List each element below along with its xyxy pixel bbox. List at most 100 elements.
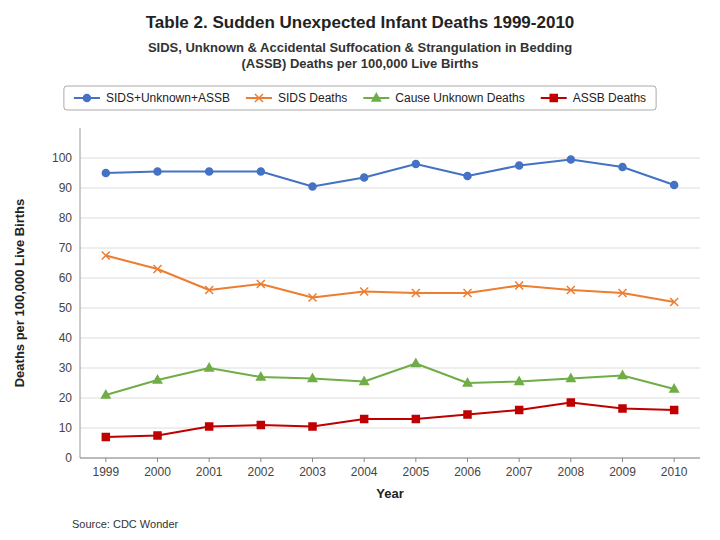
- x-tick-label: 2009: [609, 465, 636, 479]
- point: [308, 374, 316, 382]
- point: [464, 173, 471, 180]
- point: [309, 423, 316, 430]
- y-tick-label: 90: [59, 181, 73, 195]
- point: [567, 286, 575, 294]
- point: [670, 385, 678, 393]
- x-axis-line: [80, 458, 700, 459]
- point: [670, 298, 678, 306]
- y-tick-label: 0: [65, 451, 72, 465]
- x-tick-label: 2004: [351, 465, 378, 479]
- x-tick: [260, 458, 261, 462]
- legend-marker: [550, 95, 557, 102]
- series: [102, 359, 679, 398]
- point: [412, 416, 419, 423]
- x-tick: [467, 458, 468, 462]
- point: [619, 405, 626, 412]
- series-line: [106, 403, 674, 438]
- y-tick-label: 100: [52, 151, 72, 165]
- x-tick: [364, 458, 365, 462]
- chart: Table 2. Sudden Unexpected Infant Deaths…: [0, 0, 720, 540]
- point: [360, 288, 368, 296]
- x-tick-label: 2008: [557, 465, 584, 479]
- grid-line: [80, 248, 700, 249]
- series-line: [106, 256, 674, 303]
- legend-marker: [83, 95, 90, 102]
- legend-frame: [64, 86, 656, 110]
- title: Table 2. Sudden Unexpected Infant Deaths…: [146, 13, 575, 32]
- point: [206, 168, 213, 175]
- grid-line: [80, 158, 700, 159]
- point: [412, 161, 419, 168]
- point: [205, 286, 213, 294]
- point: [412, 289, 420, 297]
- point: [102, 434, 109, 441]
- grid-line: [80, 338, 700, 339]
- x-tick-label: 1999: [92, 465, 119, 479]
- point: [360, 377, 368, 385]
- point: [154, 168, 161, 175]
- point: [361, 174, 368, 181]
- y-tick-label: 50: [59, 301, 73, 315]
- y-tick-label: 60: [59, 271, 73, 285]
- point: [619, 164, 626, 171]
- series: [102, 252, 678, 307]
- grid-line: [80, 218, 700, 219]
- x-tick: [209, 458, 210, 462]
- grid-line: [80, 278, 700, 279]
- point: [257, 280, 265, 288]
- point: [671, 182, 678, 189]
- legend-label: SIDS+Unknown+ASSB: [106, 91, 230, 105]
- x-tick: [519, 458, 520, 462]
- grid-line: [80, 368, 700, 369]
- x-tick-label: 2005: [402, 465, 429, 479]
- grid-line: [80, 428, 700, 429]
- x-tick-label: 2002: [247, 465, 274, 479]
- x-axis-label: Year: [376, 486, 403, 501]
- point: [671, 407, 678, 414]
- point: [154, 265, 162, 273]
- point: [516, 162, 523, 169]
- x-tick: [415, 458, 416, 462]
- plot-area: [102, 156, 679, 441]
- point: [464, 411, 471, 418]
- series: [102, 399, 677, 441]
- y-tick-label: 70: [59, 241, 73, 255]
- grid-line: [80, 308, 700, 309]
- x-tick: [622, 458, 623, 462]
- y-tick-label: 20: [59, 391, 73, 405]
- series-line: [106, 160, 674, 187]
- series: [102, 156, 677, 190]
- point: [515, 377, 523, 385]
- grid-line: [80, 188, 700, 189]
- subtitle-line: SIDS, Unknown & Accidental Suffocation &…: [148, 40, 572, 55]
- grid-line: [80, 398, 700, 399]
- point: [257, 168, 264, 175]
- point: [618, 371, 626, 379]
- y-tick-label: 80: [59, 211, 73, 225]
- x-tick: [570, 458, 571, 462]
- series-line: [106, 364, 674, 396]
- point: [102, 252, 110, 260]
- point: [567, 374, 575, 382]
- y-axis-line: [80, 128, 81, 458]
- x-tick-label: 2001: [196, 465, 223, 479]
- point: [567, 156, 574, 163]
- x-tick: [674, 458, 675, 462]
- point: [154, 432, 161, 439]
- point: [206, 423, 213, 430]
- subtitle-line: (ASSB) Deaths per 100,000 Live Births: [242, 56, 479, 71]
- point: [102, 391, 110, 399]
- x-tick: [157, 458, 158, 462]
- x-tick: [312, 458, 313, 462]
- legend-label: ASSB Deaths: [573, 91, 646, 105]
- point: [463, 379, 471, 387]
- x-tick: [105, 458, 106, 462]
- y-tick-label: 40: [59, 331, 73, 345]
- point: [205, 364, 213, 372]
- x-tick-label: 2007: [506, 465, 533, 479]
- x-tick-label: 2006: [454, 465, 481, 479]
- point: [153, 376, 161, 384]
- point: [412, 359, 420, 367]
- x-tick-label: 2000: [144, 465, 171, 479]
- legend-label: Cause Unknown Deaths: [395, 91, 524, 105]
